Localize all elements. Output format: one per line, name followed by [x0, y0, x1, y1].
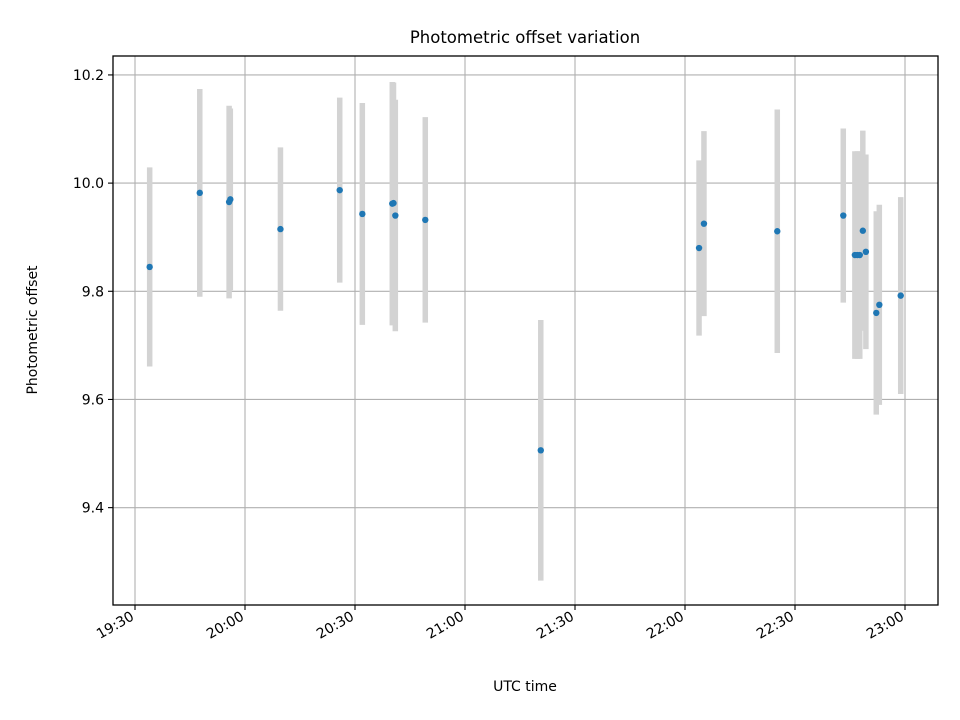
data-point — [859, 227, 867, 234]
data-point — [862, 248, 870, 256]
data-point — [196, 189, 203, 197]
data-point — [359, 210, 366, 218]
data-point — [537, 447, 544, 454]
grid-layer — [113, 56, 938, 605]
data-point — [840, 212, 847, 219]
data-point — [700, 220, 708, 227]
data-point — [876, 301, 883, 309]
y-tick-label: 9.6 — [82, 392, 104, 408]
data-point — [695, 244, 703, 252]
data-point — [897, 292, 904, 299]
data-point — [856, 251, 863, 259]
data-point — [336, 186, 343, 194]
y-tick-label: 10.2 — [73, 68, 104, 84]
y-tick-label: 10.0 — [73, 176, 104, 192]
y-tick-label: 9.4 — [82, 501, 104, 517]
data-point — [390, 199, 397, 207]
chart-title: Photometric offset variation — [410, 28, 640, 47]
x-axis-label: UTC time — [493, 679, 557, 695]
y-tick-label: 9.8 — [82, 284, 104, 300]
plot-frame — [112, 55, 939, 606]
y-axis-label: Photometric offset — [25, 265, 41, 395]
data-point — [422, 216, 429, 224]
data-point — [774, 228, 781, 235]
data-point — [873, 309, 880, 317]
data-point — [227, 196, 234, 203]
data-point — [146, 263, 153, 271]
data-point — [277, 225, 284, 233]
data-point — [392, 212, 399, 219]
point-layer — [146, 186, 904, 454]
